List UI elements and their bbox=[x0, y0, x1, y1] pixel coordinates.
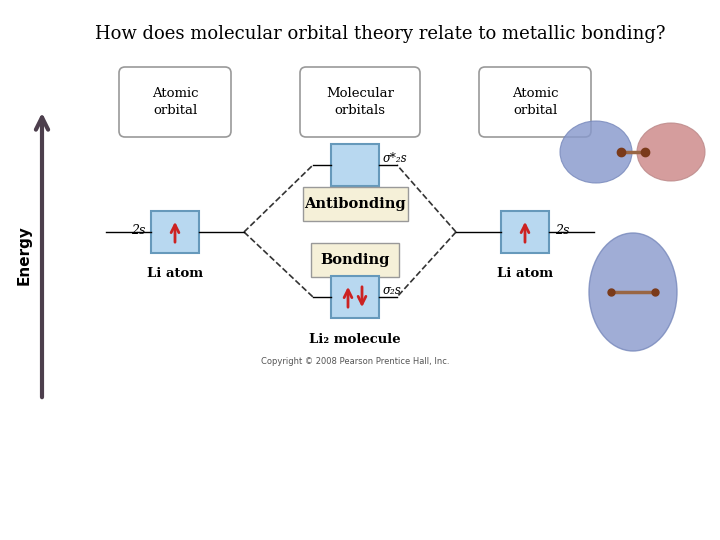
Text: Energy: Energy bbox=[17, 225, 32, 285]
Text: σ₂s: σ₂s bbox=[383, 285, 402, 298]
Text: Antibonding: Antibonding bbox=[304, 197, 406, 211]
Ellipse shape bbox=[637, 123, 705, 181]
Text: Bonding: Bonding bbox=[320, 253, 390, 267]
FancyBboxPatch shape bbox=[501, 211, 549, 253]
FancyBboxPatch shape bbox=[311, 243, 399, 277]
Text: Atomic
orbital: Atomic orbital bbox=[512, 87, 558, 117]
FancyBboxPatch shape bbox=[300, 67, 420, 137]
FancyBboxPatch shape bbox=[302, 187, 408, 221]
Text: Li atom: Li atom bbox=[147, 267, 203, 280]
Text: Atomic
orbital: Atomic orbital bbox=[152, 87, 198, 117]
Text: Molecular
orbitals: Molecular orbitals bbox=[326, 87, 394, 117]
FancyBboxPatch shape bbox=[479, 67, 591, 137]
FancyBboxPatch shape bbox=[151, 211, 199, 253]
Text: Li atom: Li atom bbox=[497, 267, 553, 280]
FancyBboxPatch shape bbox=[331, 144, 379, 186]
Text: Copyright © 2008 Pearson Prentice Hall, Inc.: Copyright © 2008 Pearson Prentice Hall, … bbox=[261, 357, 449, 367]
Ellipse shape bbox=[560, 121, 632, 183]
FancyBboxPatch shape bbox=[119, 67, 231, 137]
Text: 2s: 2s bbox=[555, 224, 570, 237]
Text: σ*₂s: σ*₂s bbox=[383, 152, 408, 165]
Text: How does molecular orbital theory relate to metallic bonding?: How does molecular orbital theory relate… bbox=[95, 25, 665, 43]
FancyBboxPatch shape bbox=[331, 276, 379, 318]
Ellipse shape bbox=[589, 233, 677, 351]
Text: Li₂ molecule: Li₂ molecule bbox=[309, 333, 401, 346]
Text: 2s: 2s bbox=[130, 224, 145, 237]
